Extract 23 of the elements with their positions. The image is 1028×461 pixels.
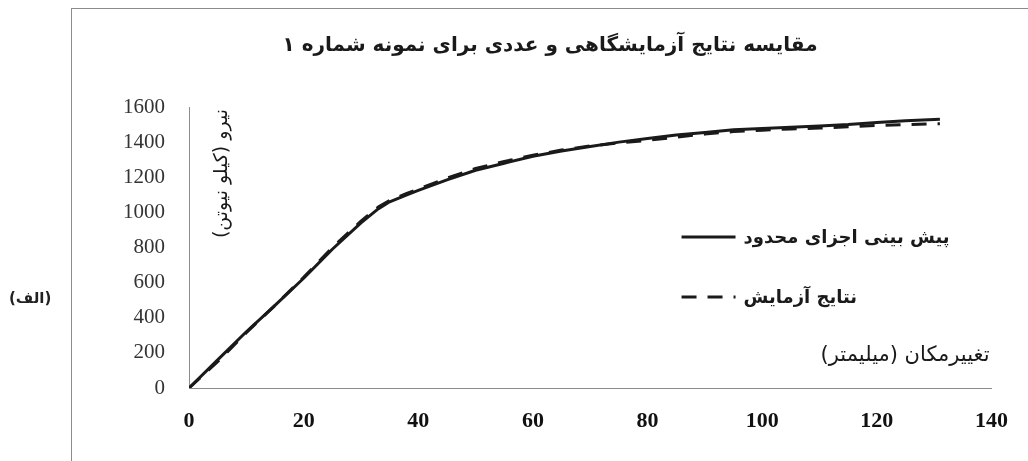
y-tick-label: 200 (133, 339, 165, 364)
x-tick-label: 20 (292, 406, 315, 432)
x-tick-label: 80 (636, 406, 659, 432)
x-tick-label: 140 (975, 406, 1008, 432)
legend-label: پیش بینی اجزای محدود (743, 225, 950, 248)
x-tick-label: 60 (521, 406, 544, 432)
chart-title: مقایسه نتایج آزمایشگاهی و عددی برای نمونه شماره ۱ (282, 31, 818, 57)
x-tick-label: 120 (860, 406, 894, 432)
y-tick-label: 1400 (123, 128, 165, 153)
y-tick-label: 800 (133, 234, 165, 259)
y-tick-label: 1000 (123, 198, 165, 223)
text: (الف) (9, 288, 52, 308)
y-tick-label: 600 (133, 269, 165, 294)
y-tick-label: 1200 (123, 163, 165, 188)
x-tick-label: 100 (745, 406, 779, 432)
x-axis-title: تغییرمکان (میلیمتر) (820, 342, 990, 367)
y-tick-label: 400 (133, 304, 165, 329)
y-tick-label: 0 (154, 374, 165, 399)
legend-label: نتایج آزمایش (743, 284, 858, 308)
y-axis-title: نیرو (کیلو نیوتن) (208, 109, 232, 239)
x-tick-label: 0 (183, 406, 195, 432)
y-tick-label: 1600 (123, 93, 165, 118)
x-tick-label: 40 (407, 406, 430, 432)
